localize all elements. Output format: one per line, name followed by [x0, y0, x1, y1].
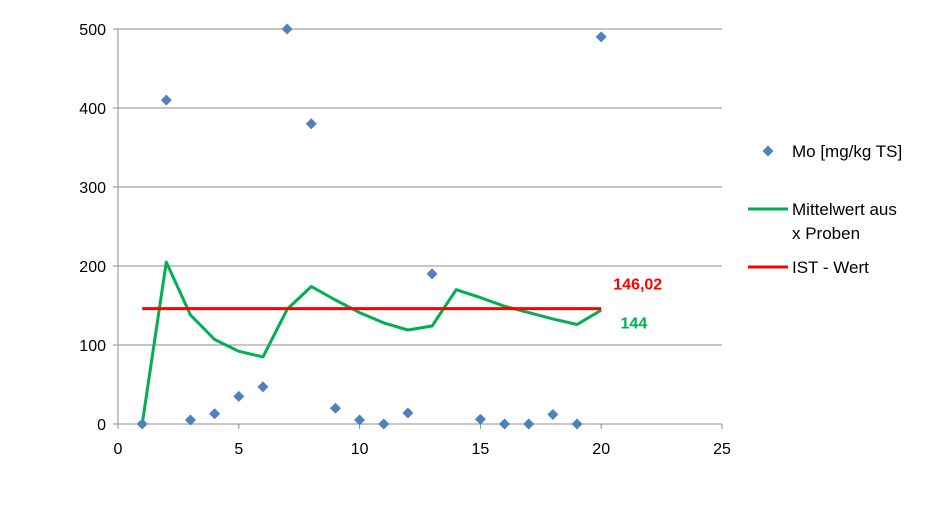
x-tick-label: 0 — [114, 441, 123, 458]
x-tick-label: 25 — [713, 441, 731, 458]
series-layer — [136, 23, 607, 430]
y-tick-label: 300 — [79, 180, 106, 197]
scatter-point — [499, 418, 511, 430]
legend-label: Mittelwert aus — [792, 200, 897, 219]
scatter-point — [571, 418, 583, 430]
legend-label: Mo [mg/kg TS] — [792, 142, 902, 161]
scatter-point — [474, 413, 486, 425]
scatter-point — [378, 418, 390, 430]
scatter-point — [329, 402, 341, 414]
scatter-point — [281, 23, 293, 35]
legend-label: IST - Wert — [792, 258, 869, 277]
y-tick-label: 0 — [97, 417, 106, 434]
y-tick-label: 400 — [79, 101, 106, 118]
y-tick-label: 200 — [79, 259, 106, 276]
scatter-point — [523, 418, 535, 430]
scatter-point — [184, 414, 196, 426]
scatter-point — [257, 381, 269, 393]
y-tick-label: 500 — [79, 22, 106, 39]
scatter-point — [160, 94, 172, 106]
annotations: 146,02 144 — [613, 277, 662, 333]
scatter-point — [426, 268, 438, 280]
gridlines — [118, 28, 722, 346]
x-tick-label: 15 — [472, 441, 490, 458]
legend-marker-diamond — [762, 145, 774, 157]
scatter-point — [402, 407, 414, 419]
scatter-point — [547, 409, 559, 421]
axes: 0 100 200 300 400 500 0 5 10 15 20 25 — [79, 22, 731, 458]
y-tick-label: 100 — [79, 338, 106, 355]
x-tick-label: 5 — [234, 441, 243, 458]
scatter-point — [595, 31, 607, 43]
annotation-label: 146,02 — [613, 277, 662, 294]
scatter-point — [305, 118, 317, 130]
scatter-point — [209, 408, 221, 420]
scatter-point — [136, 418, 148, 430]
legend: Mo [mg/kg TS] Mittelwert aus x Proben IST -… — [748, 142, 902, 277]
annotation-label: 144 — [621, 315, 648, 332]
legend-label: x Proben — [792, 224, 860, 243]
scatter-point — [354, 414, 366, 426]
scatter-point — [233, 390, 245, 402]
x-tick-label: 20 — [592, 441, 610, 458]
x-tick-label: 10 — [351, 441, 369, 458]
series-line-1 — [140, 260, 602, 425]
